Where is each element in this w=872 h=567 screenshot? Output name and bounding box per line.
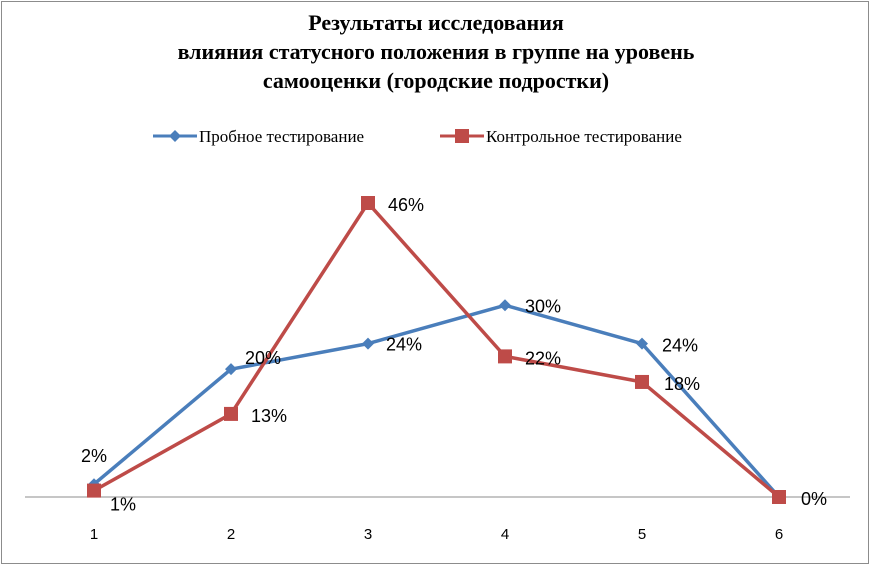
data-point-diamond [636,337,648,350]
data-label-series-2: 1% [110,495,136,515]
x-tick-label: 2 [227,526,235,543]
data-labels: 2% 20% 24% 30% 24% 1% 13% 46% 22% 18% 0% [81,195,827,515]
series-line-2 [93,201,781,499]
data-point-diamond [499,299,511,312]
data-label-series-2: 0% [801,489,827,509]
data-label-series-2: 18% [664,374,700,394]
data-point-diamond [225,363,237,376]
chart-title: Результаты исследования влияния статусно… [178,10,695,93]
data-label-series-1: 24% [662,336,698,356]
data-label-series-2: 13% [251,406,287,426]
x-axis-ticks: 1 2 3 4 5 6 [90,526,783,543]
legend-item-series-1: Пробное тестирование [153,127,364,146]
x-tick-label: 4 [501,526,509,543]
legend-label-series-1: Пробное тестирование [199,127,364,146]
data-label-series-2: 22% [525,348,561,368]
data-point-square [635,374,649,389]
legend-diamond-marker [169,130,181,142]
legend-square-marker [455,129,469,143]
x-tick-label: 5 [638,526,646,543]
series-line-1 [92,303,781,499]
data-label-series-1: 20% [245,348,281,368]
x-tick-label: 1 [90,526,98,543]
data-point-square [361,196,375,210]
chart-legend: Пробное тестирование Контрольное тестиро… [153,127,682,146]
data-point-square [87,483,101,498]
data-label-series-1: 2% [81,446,107,466]
data-label-series-2: 46% [388,195,424,215]
data-point-square [772,490,786,504]
legend-label-series-2: Контрольное тестирование [486,127,682,146]
chart-title-line-2: влияния статусного положения в группе на… [178,39,695,64]
data-point-diamond [362,337,374,350]
data-point-square [224,406,238,421]
data-label-series-1: 24% [386,335,422,355]
data-label-series-1: 30% [525,296,561,316]
chart-title-line-1: Результаты исследования [308,10,564,35]
x-tick-label: 6 [775,526,783,543]
chart-title-line-3: самооценки (городские подростки) [263,68,609,93]
data-point-square [498,349,512,364]
x-tick-label: 3 [364,526,372,543]
plot-area [87,196,786,504]
legend-item-series-2: Контрольное тестирование [440,127,682,146]
